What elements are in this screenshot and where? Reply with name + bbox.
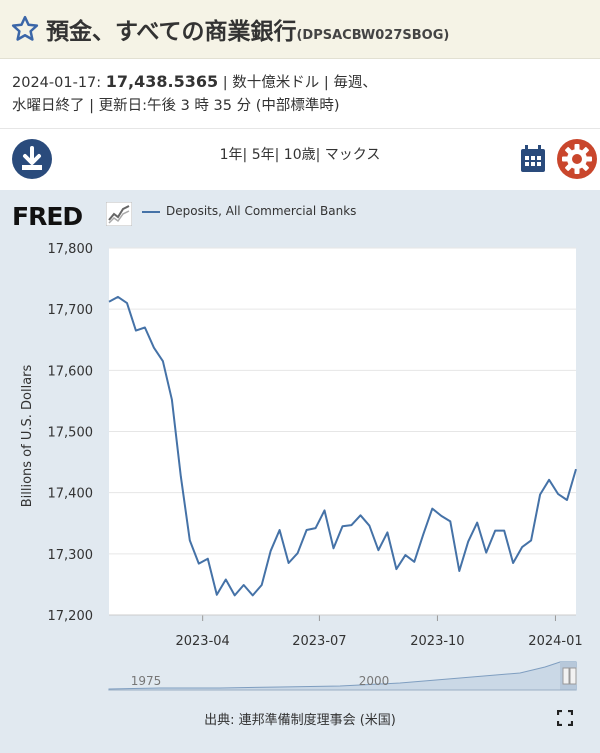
data-point[interactable] <box>151 345 157 351</box>
range-10y[interactable]: 10歳| <box>279 147 321 163</box>
data-point[interactable] <box>106 299 112 305</box>
data-point[interactable] <box>465 539 471 545</box>
data-point[interactable] <box>340 523 346 529</box>
data-point[interactable] <box>187 537 193 543</box>
data-point[interactable] <box>447 518 453 524</box>
range-1y[interactable]: 1年| <box>219 147 248 163</box>
legend: Deposits, All Commercial Banks <box>142 204 356 218</box>
data-point[interactable] <box>483 550 489 556</box>
series-line <box>108 295 577 597</box>
y-tick-label: 17,500 <box>48 426 94 441</box>
data-point[interactable] <box>196 561 202 567</box>
data-point[interactable] <box>259 582 265 588</box>
data-point[interactable] <box>393 566 399 572</box>
y-tick-label: 17,300 <box>48 548 94 563</box>
navigator-handle[interactable] <box>569 667 577 685</box>
title-text: 預金、すべての商業銀行 <box>46 19 297 45</box>
data-point[interactable] <box>115 294 121 300</box>
data-point[interactable] <box>474 520 480 526</box>
series-code: (DPSACBW027SBOG) <box>296 28 450 43</box>
data-point[interactable] <box>420 531 426 537</box>
range-max[interactable]: マックス <box>320 147 381 163</box>
data-point[interactable] <box>313 525 319 531</box>
y-tick-label: 17,800 <box>48 242 94 257</box>
data-point[interactable] <box>429 506 435 512</box>
data-point[interactable] <box>124 300 130 306</box>
data-point[interactable] <box>331 545 337 551</box>
legend-swatch <box>142 210 160 213</box>
data-point[interactable] <box>268 548 274 554</box>
settings-gear-icon[interactable] <box>556 138 598 180</box>
data-point[interactable] <box>492 528 498 534</box>
x-tick-label: 2024-01 <box>528 634 582 649</box>
divider <box>0 128 600 129</box>
y-tick-label: 17,600 <box>48 364 94 379</box>
y-axis-label: Billions of U.S. Dollars <box>20 364 35 507</box>
data-point[interactable] <box>358 512 364 518</box>
data-point[interactable] <box>501 528 507 534</box>
data-point[interactable] <box>223 577 229 583</box>
data-point[interactable] <box>241 582 247 588</box>
data-point[interactable] <box>349 522 355 528</box>
data-point[interactable] <box>286 560 292 566</box>
data-point[interactable] <box>564 497 570 503</box>
data-point[interactable] <box>411 559 417 565</box>
data-point[interactable] <box>277 527 283 533</box>
data-point[interactable] <box>528 537 534 543</box>
range-5y[interactable]: 5年| <box>247 147 280 163</box>
data-point[interactable] <box>322 507 328 513</box>
data-point[interactable] <box>402 552 408 558</box>
legend-label: Deposits, All Commercial Banks <box>166 204 357 218</box>
observation-meta: | 数十億米ドル | 毎週、 <box>218 75 377 91</box>
data-point[interactable] <box>160 358 166 364</box>
navigator-label-1975: 1975 <box>131 674 162 688</box>
observation-info: 2024-01-17: 17,438.5365 | 数十億米ドル | 毎週、 水… <box>12 70 592 118</box>
data-point[interactable] <box>133 328 139 334</box>
data-point[interactable] <box>546 477 552 483</box>
observation-update: 水曜日終了 | 更新日:午後 3 時 35 分 (中部標準時) <box>12 98 340 114</box>
data-point[interactable] <box>375 547 381 553</box>
x-tick-label: 2023-04 <box>175 634 229 649</box>
observation-date: 2024-01-17: <box>12 75 106 91</box>
x-tick-label: 2023-07 <box>292 634 346 649</box>
favorite-star-icon[interactable] <box>10 14 40 44</box>
page-title: 預金、すべての商業銀行(DPSACBW027SBOG) <box>46 12 449 46</box>
source-note: 出典: 連邦準備制度理事会 (米国) <box>204 713 396 728</box>
data-point[interactable] <box>142 325 148 331</box>
data-point[interactable] <box>304 527 310 533</box>
download-icon <box>22 146 42 170</box>
range-selector: 1年| 5年| 10歳| マックス <box>0 144 600 164</box>
data-point[interactable] <box>178 473 184 479</box>
data-point[interactable] <box>438 513 444 519</box>
data-point[interactable] <box>555 491 561 497</box>
data-point[interactable] <box>295 550 301 556</box>
data-point[interactable] <box>456 568 462 574</box>
data-point[interactable] <box>519 544 525 550</box>
x-tick-label: 2023-10 <box>410 634 464 649</box>
data-point[interactable] <box>384 529 390 535</box>
data-point[interactable] <box>573 466 579 472</box>
data-point[interactable] <box>169 397 175 403</box>
data-point[interactable] <box>510 560 516 566</box>
data-point[interactable] <box>366 523 372 529</box>
fred-logo: FRED <box>12 202 83 231</box>
fullscreen-icon[interactable] <box>557 710 573 726</box>
data-point[interactable] <box>232 592 238 598</box>
y-tick-label: 17,700 <box>48 303 94 318</box>
fred-logo-chart-icon <box>106 202 132 226</box>
navigator-handle[interactable] <box>562 667 570 685</box>
download-button[interactable] <box>12 139 52 179</box>
data-point[interactable] <box>214 592 220 598</box>
y-tick-label: 17,400 <box>48 487 94 502</box>
navigator-label-2000: 2000 <box>359 674 390 688</box>
data-point[interactable] <box>205 556 211 562</box>
data-point[interactable] <box>537 492 543 498</box>
series-header: 預金、すべての商業銀行(DPSACBW027SBOG) <box>0 0 600 59</box>
y-tick-label: 17,200 <box>48 609 94 624</box>
calendar-icon[interactable] <box>520 145 546 173</box>
observation-value: 17,438.5365 <box>105 72 219 91</box>
data-point[interactable] <box>250 592 256 598</box>
